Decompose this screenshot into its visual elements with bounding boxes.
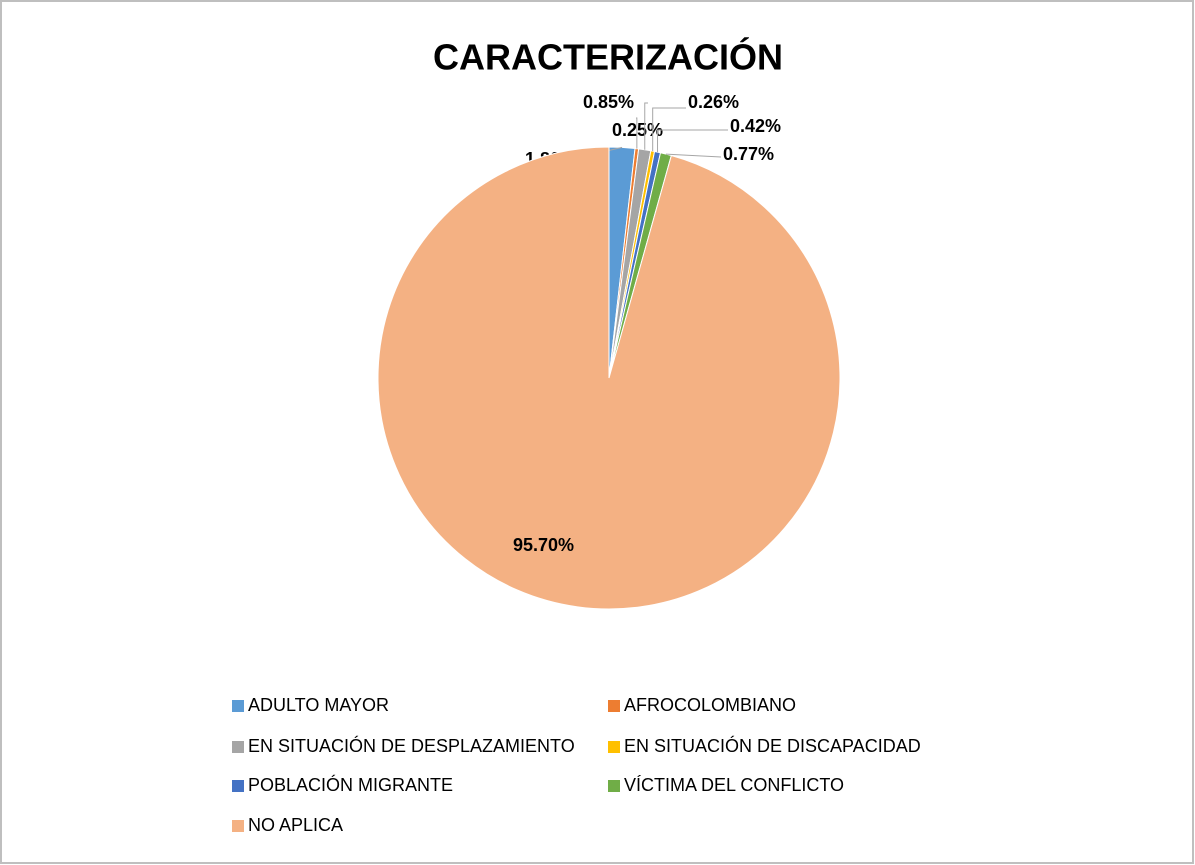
legend-label: AFROCOLOMBIANO xyxy=(624,695,796,715)
legend-label: VÍCTIMA DEL CONFLICTO xyxy=(624,775,844,795)
data-label: 0.42% xyxy=(730,116,781,136)
leader-line xyxy=(652,107,686,152)
legend-label: EN SITUACIÓN DE DISCAPACIDAD xyxy=(624,735,921,756)
legend-label: POBLACIÓN MIGRANTE xyxy=(248,774,453,795)
pie-slice xyxy=(377,146,841,610)
data-label: 0.25% xyxy=(612,120,663,140)
data-label: 0.26% xyxy=(688,92,739,112)
legend-swatch xyxy=(232,700,244,712)
legend-label: ADULTO MAYOR xyxy=(248,695,389,715)
legend-swatch xyxy=(232,780,244,792)
leader-line xyxy=(657,129,728,153)
legend-swatch xyxy=(232,741,244,753)
leader-line xyxy=(644,102,648,150)
legend-swatch xyxy=(608,780,620,792)
legend-swatch xyxy=(608,700,620,712)
legend-label: EN SITUACIÓN DE DESPLAZAMIENTO xyxy=(248,735,575,756)
legend-label: NO APLICA xyxy=(248,815,343,835)
data-label: 0.85% xyxy=(583,92,634,112)
legend-swatch xyxy=(608,741,620,753)
leader-line xyxy=(636,117,638,149)
data-label: 0.77% xyxy=(723,144,774,164)
leader-line xyxy=(665,153,722,158)
data-label: 95.70% xyxy=(513,535,574,555)
chart-title: CARACTERIZACIÓN xyxy=(433,36,783,78)
legend-swatch xyxy=(232,820,244,832)
